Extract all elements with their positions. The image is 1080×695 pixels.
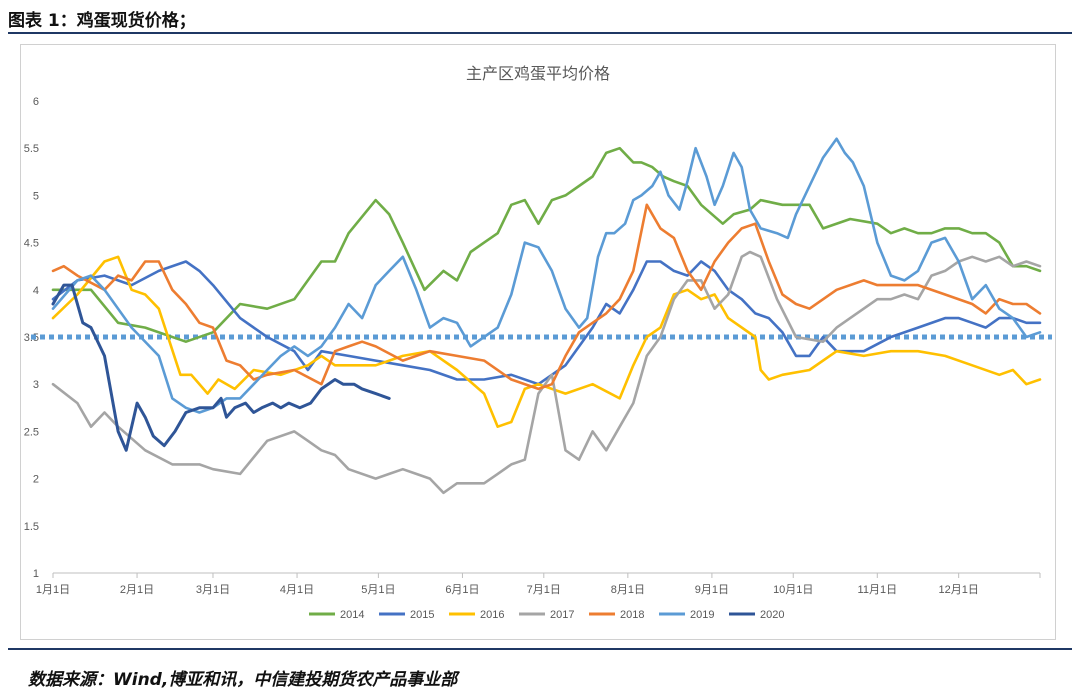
series-line-2017	[51, 250, 1042, 495]
x-tick-label: 1月1日	[36, 584, 70, 596]
legend-item-2017: 2017	[519, 609, 574, 621]
series-line-2019	[51, 137, 1042, 414]
chart-title: 主产区鸡蛋平均价格	[466, 65, 610, 83]
legend-item-2016: 2016	[449, 609, 504, 621]
x-tick-label: 6月1日	[445, 584, 479, 596]
x-tick-label: 9月1日	[695, 584, 729, 596]
legend-item-2014: 2014	[309, 609, 364, 621]
x-axis: 1月1日 2月1日 3月1日 4月1日 5月1日 6月1日 7月1日 8月1日 9月1日 10月1…	[36, 572, 1041, 596]
x-tick-label: 12月1日	[938, 584, 978, 596]
legend-label: 2016	[480, 609, 504, 621]
series-line-2016	[51, 255, 1042, 429]
x-tick-label: 3月1日	[196, 584, 230, 596]
legend-label: 2017	[550, 609, 574, 621]
x-tick-label: 4月1日	[280, 584, 314, 596]
chart-frame: 主产区鸡蛋平均价格 11.522.533.544.555.56 1月1日2月1日…	[20, 44, 1056, 640]
series-line-2014	[51, 146, 1042, 344]
x-tick-label: 5月1日	[361, 584, 395, 596]
figure-caption: 图表 1：鸡蛋现货价格；	[8, 11, 196, 31]
legend-item-2020: 2020	[729, 609, 784, 621]
y-tick-label: 4.5	[24, 238, 39, 250]
y-tick-label: 2	[33, 474, 39, 486]
legend-item-2019: 2019	[659, 609, 714, 621]
series-line-2020	[51, 283, 391, 452]
legend-label: 2020	[760, 609, 784, 621]
series-line-2018	[51, 203, 1042, 391]
series-layer	[51, 137, 1042, 495]
y-tick-label: 3	[33, 379, 39, 391]
x-tick-label: 11月1日	[858, 584, 898, 596]
y-tick-label: 2.5	[24, 426, 39, 438]
y-tick-label: 1.5	[24, 521, 39, 533]
legend-label: 2019	[690, 609, 714, 621]
series-line-2015	[51, 260, 1042, 386]
legend-label: 2018	[620, 609, 644, 621]
x-tick-label: 2月1日	[120, 584, 154, 596]
legend-item-2015: 2015	[379, 609, 434, 621]
bottom-rule	[8, 648, 1072, 650]
legend: 2014 2015 2016 2017 2018 2019 2020	[309, 609, 784, 621]
x-tick-label: 7月1日	[527, 584, 561, 596]
y-tick-label: 5	[33, 190, 39, 202]
legend-label: 2014	[340, 609, 364, 621]
y-tick-label: 6	[33, 96, 39, 108]
legend-label: 2015	[410, 609, 434, 621]
top-rule	[8, 32, 1072, 34]
y-tick-label: 5.5	[24, 143, 39, 155]
legend-item-2018: 2018	[589, 609, 644, 621]
source-note: 数据来源：Wind,博亚和讯，中信建投期货农产品事业部	[28, 670, 458, 690]
line-chart: 主产区鸡蛋平均价格 11.522.533.544.555.56 1月1日2月1日…	[24, 65, 1052, 621]
x-tick-label: 8月1日	[611, 584, 645, 596]
y-tick-label: 1	[33, 568, 39, 580]
y-tick-label: 4	[33, 285, 39, 297]
x-tick-label: 10月1日	[773, 584, 813, 596]
